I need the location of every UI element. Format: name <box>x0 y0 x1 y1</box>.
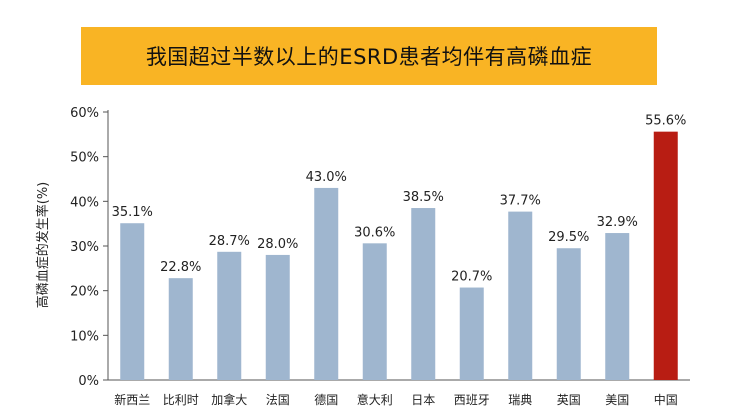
category-labels: 新西兰 比利时 加拿大 法国 德国 意大利 日本 西班牙 瑞典 英国 美国 中国 <box>114 392 678 407</box>
category-label: 美国 <box>605 393 629 407</box>
bar-value-label: 37.7% <box>500 194 541 209</box>
bar-value-label: 35.1% <box>112 205 153 220</box>
category-label: 意大利 <box>357 392 393 407</box>
bar-value-label: 28.7% <box>209 234 250 249</box>
y-tick-label: 20% <box>70 285 99 300</box>
category-label: 中国 <box>654 392 678 407</box>
category-label: 西班牙 <box>454 393 490 407</box>
bar-value-label: 29.5% <box>548 230 589 245</box>
y-tick-label: 50% <box>70 151 99 166</box>
y-axis-label: 高磷血症的发生率(%) <box>35 182 51 309</box>
bar <box>217 251 242 380</box>
bar <box>459 287 484 380</box>
category-label: 德国 <box>314 392 338 407</box>
category-label: 法国 <box>266 393 290 407</box>
category-label: 比利时 <box>163 393 199 407</box>
bar-value-label: 28.0% <box>257 237 298 252</box>
bar-value-label: 20.7% <box>451 270 492 285</box>
y-tick-label: 40% <box>70 195 99 210</box>
bar <box>362 243 387 380</box>
bar <box>508 211 533 380</box>
bar <box>265 254 290 380</box>
chart-title: 我国超过半数以上的ESRD患者均伴有高磷血症 <box>81 27 657 85</box>
y-tick-label: 0% <box>78 374 99 389</box>
value-labels: 35.1% 22.8% 28.7% 28.0% 43.0% 30.6% 38.5% 20.7%… <box>112 114 687 285</box>
y-axis: 0% 10% 20% 30% 40% 50% 60% <box>70 106 690 389</box>
bar <box>168 278 193 380</box>
category-label: 瑞典 <box>508 393 532 407</box>
y-tick-label: 30% <box>70 240 99 255</box>
bar-value-label: 38.5% <box>403 190 444 205</box>
bar-value-label: 32.9% <box>597 215 638 230</box>
bar <box>605 233 630 380</box>
bar-value-label: 55.6% <box>645 114 686 129</box>
category-label: 新西兰 <box>114 392 150 407</box>
category-label: 英国 <box>557 393 581 407</box>
y-tick-label: 10% <box>70 329 99 344</box>
category-label: 加拿大 <box>211 392 247 407</box>
bars <box>120 131 678 380</box>
bar <box>314 187 339 380</box>
bar-value-label: 30.6% <box>354 225 395 240</box>
bar <box>411 208 436 380</box>
category-label: 日本 <box>411 393 435 407</box>
bar <box>556 248 581 380</box>
bar-value-label: 43.0% <box>306 170 347 185</box>
bar <box>653 131 678 380</box>
y-tick-label: 60% <box>70 106 99 121</box>
bar-value-label: 22.8% <box>160 260 201 275</box>
bar <box>120 223 145 380</box>
